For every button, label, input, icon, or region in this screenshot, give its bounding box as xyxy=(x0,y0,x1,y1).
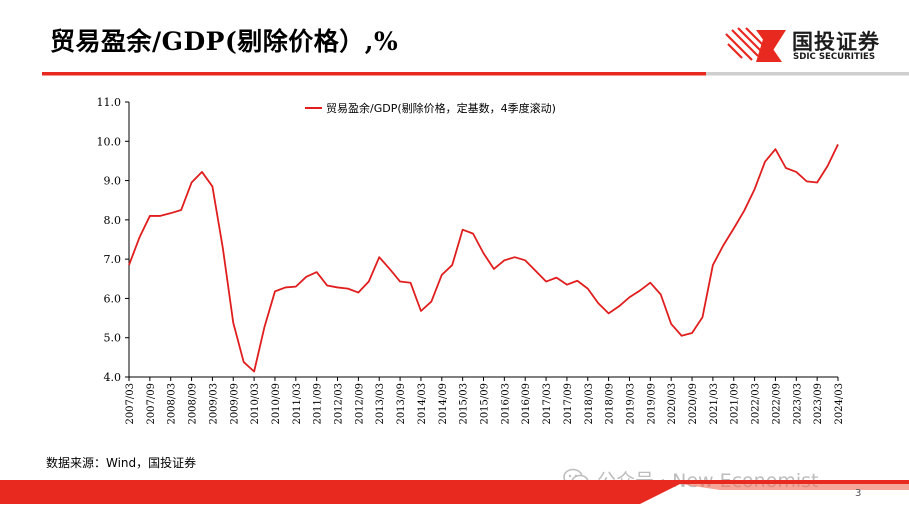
legend-label: 贸易盈余/GDP(剔除价格，定基数，4季度滚动) xyxy=(326,101,556,115)
footer-bar xyxy=(0,480,909,504)
x-tick-label: 2018/09 xyxy=(605,383,616,425)
x-tick-label: 2014/03 xyxy=(417,383,428,425)
x-tick-label: 2010/03 xyxy=(250,383,261,425)
x-tick-label: 2011/09 xyxy=(313,383,324,425)
x-tick-label: 2013/03 xyxy=(375,383,386,425)
x-tick-label: 2013/09 xyxy=(396,383,407,425)
x-tick-label: 2007/03 xyxy=(125,383,136,425)
x-tick-label: 2016/03 xyxy=(500,383,511,425)
logo-name: 国投证券 xyxy=(792,30,880,54)
x-tick-label: 2008/03 xyxy=(167,383,178,425)
x-tick-label: 2020/09 xyxy=(688,383,699,425)
legend: 贸易盈余/GDP(剔除价格，定基数，4季度滚动) xyxy=(305,101,556,115)
x-tick-label: 2022/09 xyxy=(771,383,782,425)
x-tick-label: 2009/09 xyxy=(229,383,240,425)
x-tick-label: 2021/03 xyxy=(709,383,720,425)
y-tick-label: 9.0 xyxy=(104,175,122,188)
x-tick-label: 2019/09 xyxy=(646,383,657,425)
y-tick-label: 11.0 xyxy=(97,96,122,109)
y-tick-label: 10.0 xyxy=(97,135,122,148)
logo-name-en: SDIC SECURITIES xyxy=(793,52,876,62)
x-tick-label: 2017/09 xyxy=(563,383,574,425)
y-tick-label: 8.0 xyxy=(104,214,122,227)
x-tick-label: 2023/03 xyxy=(792,383,803,425)
x-tick-label: 2008/09 xyxy=(188,383,199,425)
page-title: 贸易盈余/GDP(剔除价格）,% xyxy=(50,27,399,56)
x-tick-label: 2018/03 xyxy=(584,383,595,425)
x-tick-label: 2012/03 xyxy=(334,383,345,425)
source-note: 数据来源：Wind，国投证券 xyxy=(46,456,197,470)
x-tick-label: 2014/09 xyxy=(438,383,449,425)
x-tick-label: 2021/09 xyxy=(730,383,741,425)
logo-mark-icon xyxy=(725,27,786,62)
x-tick-label: 2007/09 xyxy=(146,383,157,425)
title-rule xyxy=(42,72,909,76)
page-number: 3 xyxy=(855,488,862,499)
x-tick-label: 2010/09 xyxy=(271,383,282,425)
x-tick-label: 2017/03 xyxy=(542,383,553,425)
series-line xyxy=(128,144,839,373)
x-tick-label: 2011/03 xyxy=(292,383,303,425)
line-chart: 4.0 5.0 6.0 7.0 8.0 9.0 10.0 11.0 2007/03 2007/09… xyxy=(97,96,846,425)
y-tick-label: 5.0 xyxy=(104,332,122,345)
x-tick-label: 2016/09 xyxy=(521,383,532,425)
company-logo: 国投证券 SDIC SECURITIES xyxy=(722,22,897,66)
x-tick-label: 2015/09 xyxy=(480,383,491,425)
y-tick-label: 7.0 xyxy=(104,253,122,266)
y-tick-label: 6.0 xyxy=(104,292,122,305)
x-tick-label: 2024/03 xyxy=(834,383,845,425)
y-tick-label: 4.0 xyxy=(104,371,122,384)
x-tick-label: 2009/03 xyxy=(208,383,219,425)
x-tick-label: 2019/03 xyxy=(625,383,636,425)
x-tick-label: 2020/03 xyxy=(667,383,678,425)
x-tick-label: 2022/03 xyxy=(751,383,762,425)
x-tick-label: 2023/09 xyxy=(813,383,824,425)
x-tick-label: 2015/03 xyxy=(459,383,470,425)
x-tick-label: 2012/09 xyxy=(354,383,365,425)
